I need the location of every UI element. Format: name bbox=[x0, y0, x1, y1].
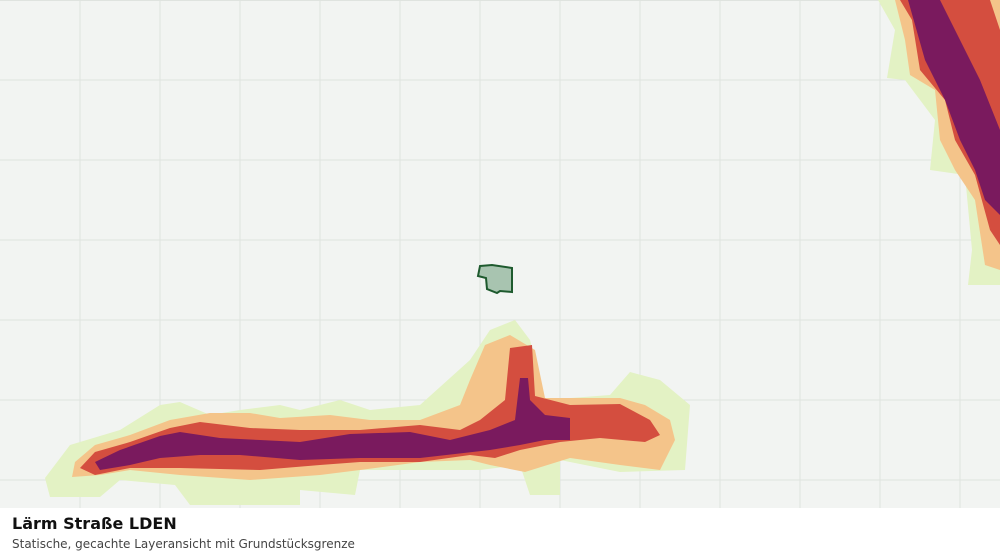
noise-layer-northeast bbox=[878, 0, 1000, 285]
tile-grid bbox=[0, 0, 1000, 508]
map bbox=[0, 0, 1000, 508]
noise-layer-south bbox=[45, 320, 690, 505]
map-title: Lärm Straße LDEN bbox=[12, 514, 177, 533]
parcel-boundary bbox=[476, 263, 513, 295]
caption: Lärm Straße LDEN Statische, gecachte Lay… bbox=[0, 508, 1000, 560]
map-subtitle: Statische, gecachte Layeransicht mit Gru… bbox=[12, 537, 355, 551]
